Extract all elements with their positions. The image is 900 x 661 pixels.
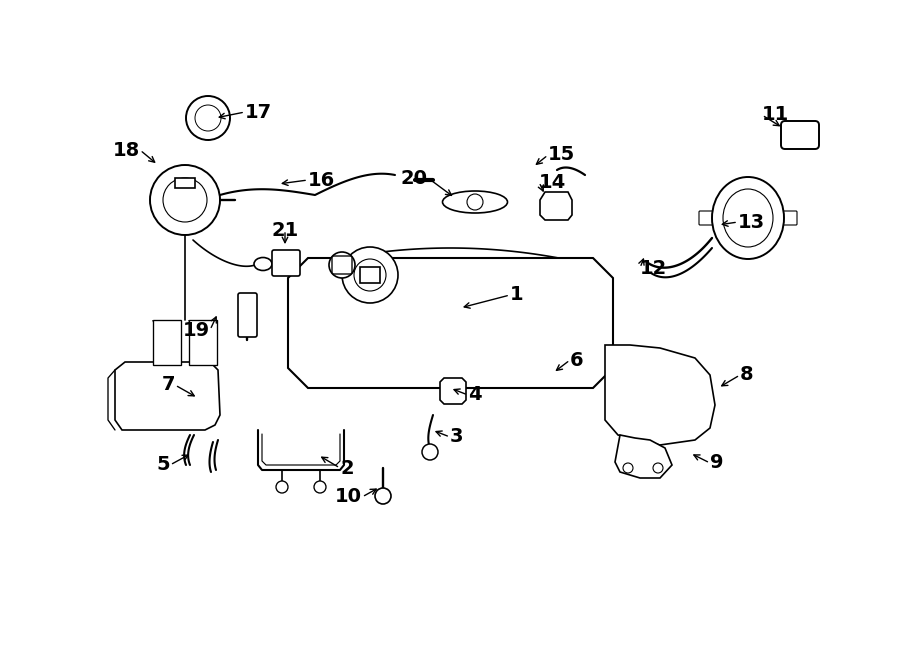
Text: 14: 14: [539, 173, 566, 192]
FancyBboxPatch shape: [781, 121, 819, 149]
Circle shape: [314, 481, 326, 493]
Circle shape: [623, 463, 633, 473]
Polygon shape: [115, 362, 220, 430]
Text: 21: 21: [272, 221, 299, 239]
Polygon shape: [540, 192, 572, 220]
Text: 5: 5: [157, 455, 170, 475]
Ellipse shape: [254, 258, 272, 270]
Circle shape: [195, 105, 221, 131]
Text: 11: 11: [762, 106, 789, 124]
Text: 15: 15: [548, 145, 575, 165]
Polygon shape: [360, 267, 380, 283]
Text: 12: 12: [640, 258, 667, 278]
FancyBboxPatch shape: [779, 211, 797, 225]
Text: 4: 4: [468, 385, 482, 405]
Polygon shape: [153, 320, 181, 365]
Text: 8: 8: [740, 366, 753, 385]
Circle shape: [150, 165, 220, 235]
Circle shape: [276, 481, 288, 493]
Text: 20: 20: [401, 169, 428, 188]
Text: 10: 10: [335, 488, 362, 506]
Circle shape: [186, 96, 230, 140]
FancyBboxPatch shape: [238, 293, 257, 337]
Text: 16: 16: [308, 171, 335, 190]
FancyBboxPatch shape: [332, 256, 352, 274]
Circle shape: [342, 247, 398, 303]
Text: 1: 1: [510, 286, 524, 305]
Ellipse shape: [443, 191, 508, 213]
Circle shape: [467, 194, 483, 210]
Text: 7: 7: [161, 375, 175, 395]
Polygon shape: [440, 378, 466, 404]
Polygon shape: [175, 178, 195, 188]
Circle shape: [335, 258, 349, 272]
Text: 19: 19: [183, 321, 210, 340]
Ellipse shape: [723, 189, 773, 247]
Text: 18: 18: [112, 141, 140, 159]
Circle shape: [375, 488, 391, 504]
FancyBboxPatch shape: [699, 211, 717, 225]
Text: 6: 6: [570, 350, 583, 369]
Circle shape: [354, 259, 386, 291]
Text: 3: 3: [450, 428, 464, 446]
Polygon shape: [615, 435, 672, 478]
FancyBboxPatch shape: [272, 250, 300, 276]
Polygon shape: [288, 258, 613, 388]
Circle shape: [281, 258, 291, 268]
Text: 17: 17: [245, 102, 272, 122]
Circle shape: [653, 463, 663, 473]
Circle shape: [329, 252, 355, 278]
Circle shape: [422, 444, 438, 460]
Ellipse shape: [712, 177, 784, 259]
Polygon shape: [189, 320, 217, 365]
Polygon shape: [605, 345, 715, 445]
Text: 13: 13: [738, 212, 765, 231]
Text: 9: 9: [710, 453, 724, 473]
Circle shape: [163, 178, 207, 222]
Text: 2: 2: [340, 459, 354, 477]
